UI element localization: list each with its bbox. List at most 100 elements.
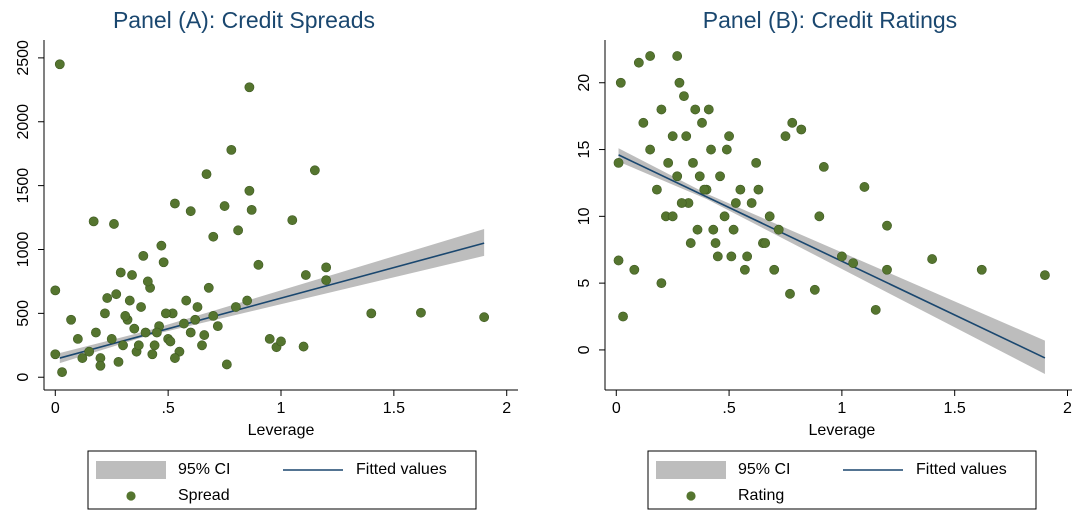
y-tick-label: 1000 xyxy=(15,232,32,268)
data-point xyxy=(321,262,332,273)
data-point xyxy=(724,131,734,142)
data-point xyxy=(672,171,683,182)
data-point xyxy=(870,304,881,315)
data-point xyxy=(287,215,298,226)
legend-swatch xyxy=(126,491,136,501)
data-point xyxy=(742,251,753,262)
data-point xyxy=(109,219,119,229)
data-point xyxy=(298,341,309,352)
data-point xyxy=(613,255,624,266)
data-point xyxy=(201,169,212,180)
data-point xyxy=(681,131,692,142)
legend-box xyxy=(647,450,1037,510)
y-tick-label: 0 xyxy=(15,373,32,382)
data-point xyxy=(199,330,210,340)
legend-label: 95% CI xyxy=(738,461,790,478)
data-point xyxy=(633,57,644,68)
data-point xyxy=(1040,270,1050,281)
data-point xyxy=(242,295,253,306)
legend-swatch xyxy=(686,491,696,501)
data-point xyxy=(91,327,101,338)
x-tick-label: 0 xyxy=(612,400,621,417)
x-tick-label: 1 xyxy=(277,400,286,417)
data-point xyxy=(264,334,275,344)
y-tick-label: 15 xyxy=(576,141,593,159)
data-point xyxy=(818,162,829,172)
data-point xyxy=(179,318,189,329)
data-point xyxy=(138,250,149,261)
y-tick-label: 2000 xyxy=(15,104,32,140)
data-point xyxy=(773,224,784,235)
data-point xyxy=(88,216,99,227)
y-tick-label: 5 xyxy=(576,279,593,288)
data-point xyxy=(645,144,656,155)
data-point xyxy=(656,104,667,115)
data-point xyxy=(814,211,825,222)
legend-label: 95% CI xyxy=(178,461,230,478)
data-point xyxy=(208,231,219,242)
data-point xyxy=(685,238,696,248)
data-point xyxy=(160,308,171,319)
data-point xyxy=(708,224,719,235)
data-point xyxy=(95,360,106,371)
data-point xyxy=(106,334,117,344)
data-point xyxy=(221,359,232,370)
data-point xyxy=(203,282,214,293)
data-point xyxy=(739,264,750,275)
data-point xyxy=(618,311,628,322)
x-axis-label: Leverage xyxy=(248,422,315,439)
data-point xyxy=(615,77,626,88)
data-point xyxy=(706,144,716,155)
data-point xyxy=(50,349,61,360)
data-point xyxy=(300,270,311,280)
data-point xyxy=(111,289,122,300)
legend-label: Spread xyxy=(178,487,230,504)
legend-label: Rating xyxy=(738,487,784,504)
data-point xyxy=(836,251,847,262)
data-point xyxy=(50,285,61,296)
data-point xyxy=(663,158,674,168)
data-point xyxy=(136,302,146,312)
data-point xyxy=(366,308,377,319)
data-point xyxy=(645,51,656,61)
data-point xyxy=(479,312,490,323)
data-point xyxy=(170,353,180,363)
ci-band xyxy=(618,148,1045,374)
data-point xyxy=(190,314,201,325)
data-point xyxy=(170,198,180,209)
data-point xyxy=(785,288,795,299)
data-point xyxy=(751,158,762,168)
data-point xyxy=(66,314,76,325)
data-point xyxy=(158,257,169,268)
y-tick-label: 2500 xyxy=(15,40,32,76)
legend-swatch xyxy=(656,461,726,479)
x-tick-label: .5 xyxy=(161,400,174,417)
data-point xyxy=(129,323,140,334)
data-point xyxy=(760,238,771,248)
data-point xyxy=(208,311,219,321)
data-point xyxy=(185,327,196,338)
chart-title: Panel (A): Credit Spreads xyxy=(113,7,375,33)
data-point xyxy=(688,158,698,168)
x-tick-label: 1.5 xyxy=(944,400,966,417)
data-point xyxy=(185,206,196,217)
data-point xyxy=(84,346,95,357)
legend: 95% CI Fitted values Rating xyxy=(647,450,1037,510)
data-point xyxy=(100,308,110,319)
data-point xyxy=(233,225,244,236)
legend-swatch xyxy=(96,461,166,479)
data-point xyxy=(721,144,732,155)
data-point xyxy=(882,220,892,231)
data-point xyxy=(54,59,65,70)
x-tick-label: 2 xyxy=(1063,400,1072,417)
data-point xyxy=(787,117,798,128)
data-point xyxy=(796,124,807,135)
data-point xyxy=(753,184,764,195)
data-point xyxy=(710,238,721,248)
data-point xyxy=(715,171,725,182)
data-point xyxy=(151,327,162,338)
data-point xyxy=(113,356,124,367)
legend-label: Fitted values xyxy=(916,461,1007,478)
legend: 95% CI Fitted values Spread xyxy=(87,450,477,510)
data-point xyxy=(72,334,83,344)
